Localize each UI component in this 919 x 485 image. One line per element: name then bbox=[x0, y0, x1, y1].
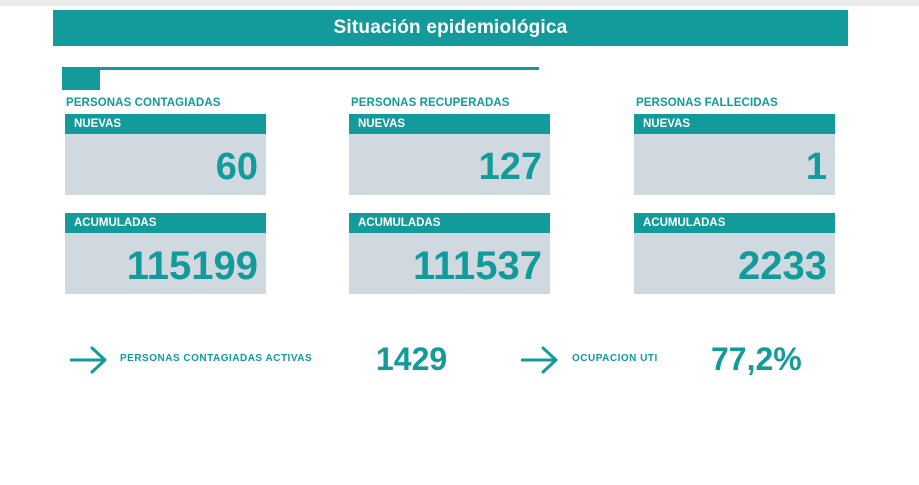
card-header: NUEVAS bbox=[65, 114, 266, 134]
accent-divider bbox=[62, 67, 539, 70]
uti-occupancy-label: OCUPACION UTI bbox=[572, 353, 658, 364]
active-cases-label: PERSONAS CONTAGIADAS ACTIVAS bbox=[120, 353, 313, 364]
page-title-text: Situación epidemiológica bbox=[333, 17, 568, 38]
card-header: NUEVAS bbox=[634, 114, 835, 134]
page-title: Situación epidemiológica bbox=[53, 10, 848, 46]
card-recuperadas-acumuladas: ACUMULADAS 111537 bbox=[349, 213, 550, 294]
group-label-recuperadas: PERSONAS RECUPERADAS bbox=[351, 97, 510, 109]
card-contagiadas-nuevas: NUEVAS 60 bbox=[65, 114, 266, 195]
card-value: 111537 bbox=[412, 244, 542, 288]
group-label-contagiadas: PERSONAS CONTAGIADAS bbox=[66, 97, 221, 109]
card-contagiadas-acumuladas: ACUMULADAS 115199 bbox=[65, 213, 266, 294]
top-edge bbox=[0, 0, 919, 6]
card-fallecidas-nuevas: NUEVAS 1 bbox=[634, 114, 835, 195]
card-header: ACUMULADAS bbox=[349, 213, 550, 233]
card-value: 60 bbox=[215, 146, 258, 188]
card-value: 115199 bbox=[126, 244, 258, 288]
group-label-fallecidas: PERSONAS FALLECIDAS bbox=[636, 97, 778, 109]
uti-occupancy-value: 77,2% bbox=[711, 341, 802, 377]
accent-block bbox=[62, 68, 100, 90]
active-cases-value: 1429 bbox=[376, 341, 448, 377]
card-fallecidas-acumuladas: ACUMULADAS 2233 bbox=[634, 213, 835, 294]
card-recuperadas-nuevas: NUEVAS 127 bbox=[349, 114, 550, 195]
card-header: ACUMULADAS bbox=[65, 213, 266, 233]
card-value: 127 bbox=[478, 146, 542, 188]
card-header: NUEVAS bbox=[349, 114, 550, 134]
card-value: 1 bbox=[805, 146, 827, 188]
arrow-right-icon bbox=[521, 346, 558, 374]
arrow-right-icon bbox=[70, 346, 107, 374]
card-header: ACUMULADAS bbox=[634, 213, 835, 233]
card-value: 2233 bbox=[738, 244, 827, 288]
